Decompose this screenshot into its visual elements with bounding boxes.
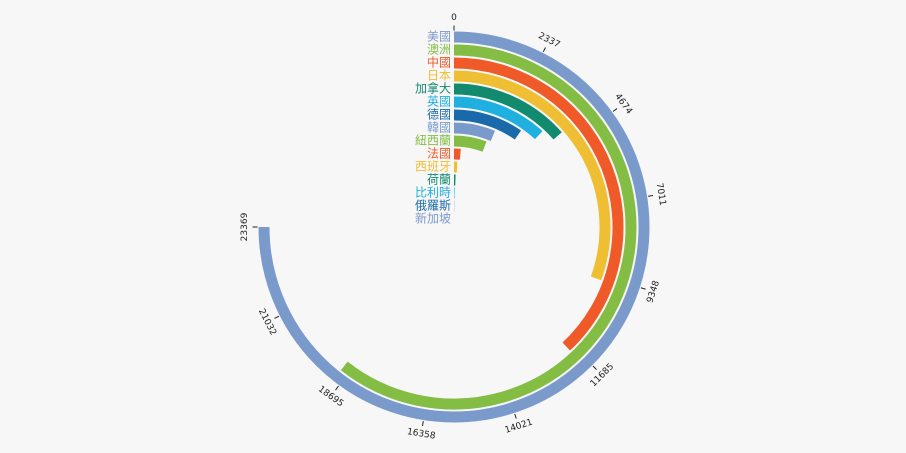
bar (453, 135, 487, 152)
bar (258, 31, 650, 423)
tick-mark (640, 287, 646, 290)
tick-label: 18695 (316, 384, 345, 409)
category-label: 日本 (427, 69, 451, 83)
category-label: 澳洲 (427, 43, 451, 57)
tick-label: 23369 (240, 212, 250, 241)
tick-label: 7011 (654, 182, 667, 206)
tick-label: 0 (451, 13, 457, 23)
tick-label: 11685 (589, 362, 616, 389)
category-label: 美國 (427, 30, 451, 44)
bar (453, 57, 624, 351)
category-label: 加拿大 (415, 81, 451, 96)
category-label: 韓國 (427, 121, 451, 135)
tick-mark (648, 194, 654, 197)
tick-mark (542, 47, 546, 53)
tick-label: 21032 (256, 307, 278, 337)
category-label: 德國 (427, 107, 451, 122)
category-label: 英國 (427, 95, 451, 109)
tick-mark (514, 413, 517, 419)
category-label: 荷蘭 (427, 173, 451, 187)
category-label: 法國 (427, 147, 451, 161)
tick-mark (612, 108, 618, 112)
category-label: 紐西蘭 (415, 134, 451, 148)
category-label: 俄羅斯 (415, 199, 451, 213)
category-label: 中國 (427, 55, 451, 70)
tick-label: 14021 (504, 418, 534, 436)
tick-mark (421, 421, 424, 427)
bar (453, 70, 611, 281)
tick-label: 16358 (406, 427, 436, 441)
category-label: 西班牙 (415, 160, 451, 174)
bar (453, 83, 562, 140)
category-label: 比利時 (415, 186, 451, 200)
tick-mark (592, 365, 597, 370)
tick-label: 2337 (536, 31, 561, 50)
bar (453, 109, 522, 140)
tick-label: 9348 (645, 279, 662, 304)
bar (453, 96, 543, 140)
tick-mark (335, 385, 339, 391)
tick-label: 4674 (612, 92, 634, 117)
tick-mark (274, 315, 280, 319)
bar (340, 44, 637, 410)
category-label: 新加坡 (415, 211, 451, 226)
bar (453, 122, 496, 142)
